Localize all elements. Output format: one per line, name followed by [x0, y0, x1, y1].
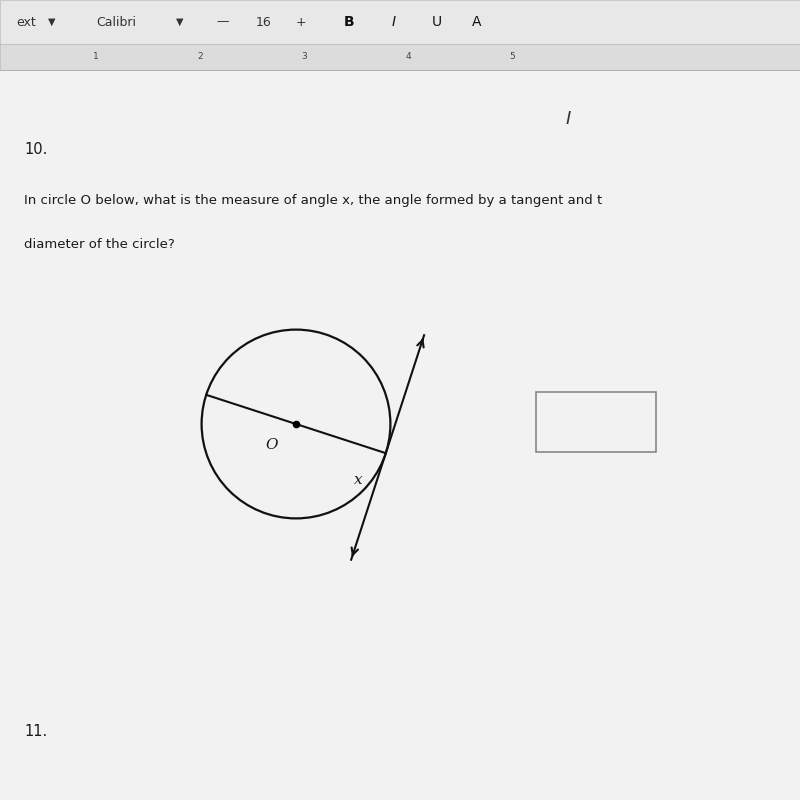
- Text: I: I: [392, 15, 396, 29]
- FancyBboxPatch shape: [536, 392, 656, 452]
- Text: 11.: 11.: [24, 724, 47, 739]
- FancyBboxPatch shape: [0, 44, 800, 70]
- Text: 16: 16: [256, 15, 272, 29]
- Text: ext: ext: [16, 15, 36, 29]
- Text: ▼: ▼: [176, 17, 183, 27]
- Text: 5: 5: [509, 52, 515, 62]
- Text: 2: 2: [197, 52, 203, 62]
- Text: ▼: ▼: [48, 17, 55, 27]
- Text: +: +: [296, 15, 306, 29]
- Text: Calibri: Calibri: [96, 15, 136, 29]
- Text: 4: 4: [405, 52, 411, 62]
- Text: diameter of the circle?: diameter of the circle?: [24, 238, 174, 250]
- Text: A: A: [472, 15, 482, 29]
- Text: 10.: 10.: [24, 142, 47, 157]
- Text: —: —: [216, 15, 229, 29]
- FancyBboxPatch shape: [0, 0, 800, 44]
- Text: 1: 1: [93, 52, 99, 62]
- Text: B: B: [344, 15, 354, 29]
- Text: In circle O below, what is the measure of angle x, the angle formed by a tangent: In circle O below, what is the measure o…: [24, 194, 602, 206]
- Text: O: O: [266, 438, 278, 453]
- Text: U: U: [432, 15, 442, 29]
- Text: I: I: [566, 110, 570, 128]
- FancyBboxPatch shape: [0, 70, 800, 800]
- Text: 3: 3: [301, 52, 307, 62]
- Text: x: x: [354, 473, 362, 487]
